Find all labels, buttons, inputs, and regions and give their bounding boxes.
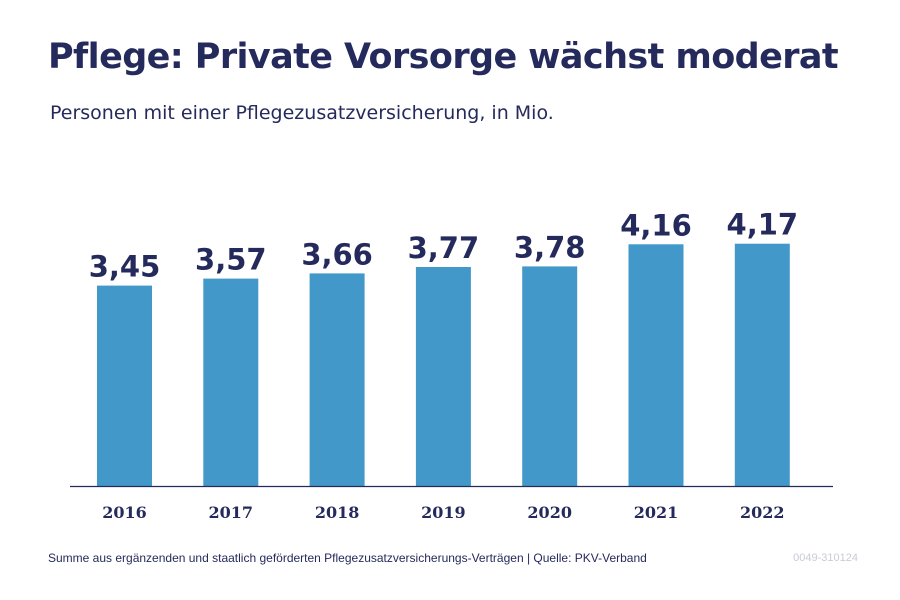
category-label-2019: 2019 (421, 503, 466, 522)
category-label-2020: 2020 (527, 503, 572, 522)
chart-title: Pflege: Private Vorsorge wächst moderat (48, 37, 839, 77)
bar-2020 (522, 266, 578, 486)
value-label-2019: 3,77 (408, 231, 480, 265)
value-label-2020: 3,78 (514, 230, 586, 264)
graphic-code: 0049-310124 (793, 552, 858, 564)
value-label-2018: 3,66 (301, 237, 373, 271)
source-note: Summe aus ergänzenden und staatlich gefö… (48, 551, 647, 565)
bar-2016 (97, 285, 152, 486)
value-label-2017: 3,57 (195, 243, 267, 277)
value-label-2016: 3,45 (89, 250, 161, 284)
bar-2021 (628, 244, 684, 486)
category-label-2021: 2021 (634, 503, 679, 522)
bar-2018 (309, 273, 365, 486)
category-label-2018: 2018 (315, 503, 360, 522)
category-label-2017: 2017 (209, 503, 254, 522)
value-label-2022: 4,17 (727, 208, 799, 242)
category-label-2022: 2022 (740, 503, 785, 522)
bar-2022 (734, 243, 790, 486)
chart-subtitle: Personen mit einer Pflegezusatzversicher… (50, 102, 554, 124)
bar-2017 (203, 278, 259, 486)
value-label-2021: 4,16 (620, 208, 692, 242)
category-label-2016: 2016 (102, 503, 147, 522)
bar-2019 (415, 267, 471, 486)
